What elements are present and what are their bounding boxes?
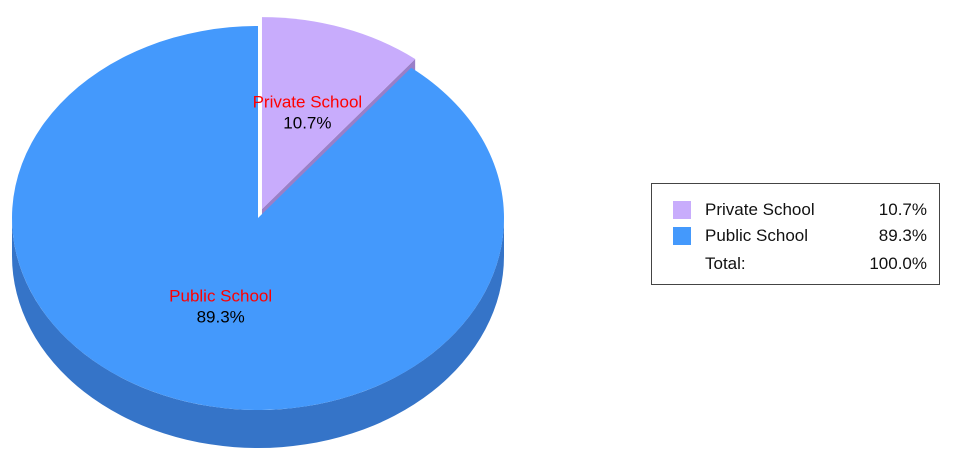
legend-item-public-school: Public School 89.3%: [652, 224, 939, 248]
pie-tops: [11, 17, 504, 411]
legend-label-private-school: Private School: [705, 200, 815, 219]
slice-value-private-school: 10.7%: [283, 114, 331, 133]
slice-label-private-school: Private School: [253, 93, 363, 112]
legend-total-label: Total:: [705, 254, 746, 273]
legend-value-private-school: 10.7%: [878, 200, 927, 219]
legend-total-value: 100.0%: [869, 254, 927, 273]
legend-item-private-school: Private School 10.7%: [652, 198, 939, 222]
legend-total-row: Total: 100.0%: [652, 252, 939, 276]
pie-slice-public-school: [11, 26, 504, 411]
legend-value-public-school: 89.3%: [878, 226, 927, 245]
legend-label-public-school: Public School: [705, 226, 809, 245]
legend-swatch-private-school: [673, 201, 691, 219]
pie-chart: Private School 10.7% Public School 89.3%: [11, 17, 504, 448]
pie-labels: Private School 10.7% Public School 89.3%: [169, 93, 362, 327]
pie-rim-public-school: [12, 218, 504, 448]
legend-swatch-public-school: [673, 227, 691, 245]
slice-value-public-school: 89.3%: [197, 307, 245, 326]
slice-label-public-school: Public School: [169, 286, 272, 305]
pie-slice-private-school: [261, 17, 416, 210]
legend: Private School 10.7% Public School 89.3%…: [651, 183, 940, 285]
